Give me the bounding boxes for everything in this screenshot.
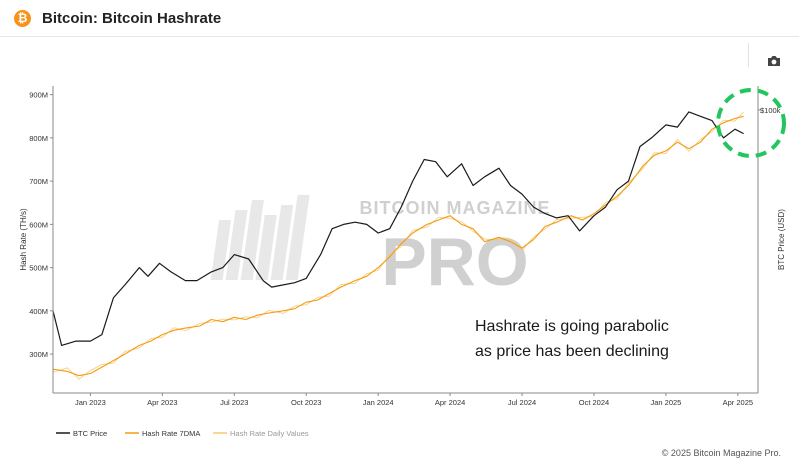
- y-tick-label: 300M: [29, 350, 48, 359]
- x-tick-label: Jul 2024: [508, 398, 536, 407]
- page-header: ₿ Bitcoin: Bitcoin Hashrate: [0, 0, 799, 37]
- axis-labels: 300M 400M 500M 600M 700M 800M 900M $100k Jan 202…: [19, 91, 786, 407]
- x-tick-label: Oct 2024: [579, 398, 609, 407]
- watermark-bar-5: [285, 195, 310, 280]
- annotation-line-1: Hashrate is going parabolic: [475, 318, 669, 335]
- legend-label: BTC Price: [73, 429, 107, 438]
- watermark-bar-2: [240, 200, 264, 280]
- watermark-text-top: BITCOIN MAGAZINE: [360, 198, 551, 218]
- legend-label: Hash Rate 7DMA: [142, 429, 200, 438]
- watermark-bar-3: [255, 215, 277, 280]
- y-axis-right-title: BTC Price (USD): [777, 209, 786, 270]
- series-layer: [52, 111, 744, 380]
- y-axis-left-title: Hash Rate (TH/s): [19, 208, 28, 271]
- watermark-bar-4: [270, 205, 294, 280]
- y-tick-label: 400M: [29, 307, 48, 316]
- y-tick-label: 700M: [29, 177, 48, 186]
- chart-toolbar: [0, 37, 799, 75]
- y-tick-label: 800M: [29, 134, 48, 143]
- y-right-tick-label: $100k: [760, 106, 781, 115]
- camera-icon[interactable]: [767, 54, 781, 68]
- series-line-hash-rate-7dma: [52, 115, 744, 377]
- legend: BTC Price Hash Rate 7DMA Hash Rate Daily V…: [56, 429, 309, 438]
- bitcoin-logo-icon: ₿: [14, 10, 31, 27]
- legend-label: Hash Rate Daily Values: [230, 429, 309, 438]
- page-title: Bitcoin: Bitcoin Hashrate: [42, 10, 222, 27]
- x-tick-label: Oct 2023: [291, 398, 321, 407]
- y-tick-label: 500M: [29, 264, 48, 273]
- x-tick-label: Apr 2025: [723, 398, 753, 407]
- watermark-text-pro: PRO: [381, 224, 528, 300]
- watermark-bar-0: [210, 220, 232, 280]
- watermark-bar-1: [225, 210, 248, 280]
- series-line-btc-price: [52, 111, 744, 346]
- annotation: Hashrate is going parabolic as price has …: [475, 88, 786, 360]
- toolbar-divider: [748, 43, 749, 67]
- copyright-text: © 2025 Bitcoin Magazine Pro.: [661, 448, 781, 458]
- x-tick-label: Jan 2025: [650, 398, 681, 407]
- watermark: BITCOIN MAGAZINE PRO: [210, 195, 551, 300]
- x-tick-label: Jan 2023: [75, 398, 106, 407]
- highlight-circle: [716, 88, 786, 158]
- y-tick-label: 900M: [29, 91, 48, 100]
- y-tick-label: 600M: [29, 220, 48, 229]
- axes: [50, 86, 761, 396]
- annotation-line-2: as price has been declining: [475, 343, 669, 360]
- x-tick-label: Apr 2024: [435, 398, 465, 407]
- x-tick-label: Apr 2023: [147, 398, 177, 407]
- x-tick-label: Jan 2024: [363, 398, 394, 407]
- x-tick-label: Jul 2023: [220, 398, 248, 407]
